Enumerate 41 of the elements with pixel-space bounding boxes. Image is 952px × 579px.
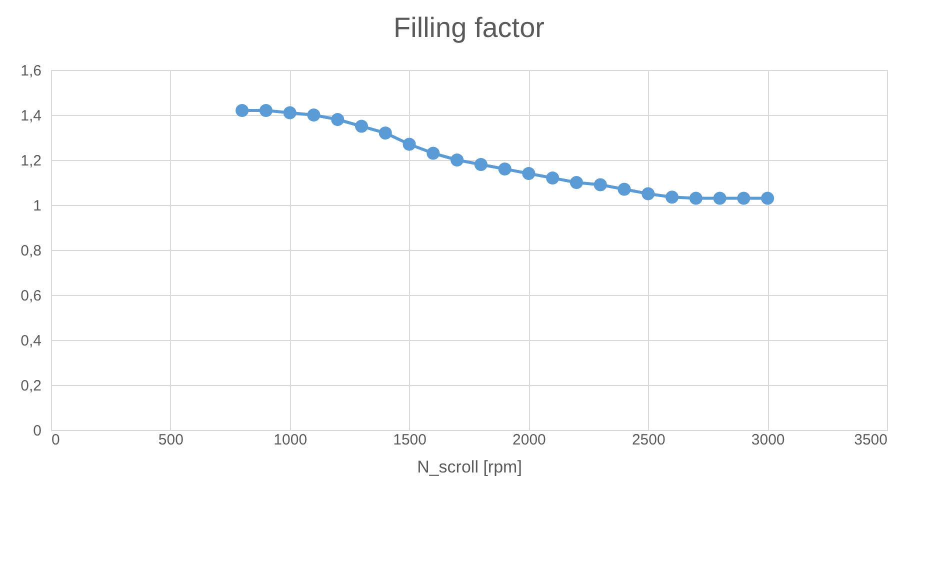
point	[474, 158, 488, 172]
x-tick-label: 500	[158, 432, 184, 448]
point	[498, 162, 512, 176]
point	[426, 146, 440, 160]
y-tick-label: 0,4	[20, 332, 42, 350]
x-tick-label: 3500	[854, 432, 888, 448]
point	[546, 171, 560, 185]
point	[450, 153, 464, 167]
point	[378, 126, 392, 140]
point	[283, 106, 296, 120]
point	[331, 112, 344, 126]
x-axis-title: N_scroll [rpm]	[417, 458, 522, 476]
x-tick-label: 0	[52, 432, 60, 448]
point	[570, 176, 584, 190]
point	[689, 192, 702, 205]
y-tick-label: 1,4	[20, 108, 42, 124]
x-tick-label: 2500	[632, 432, 666, 448]
x-tick-label: 1000	[274, 432, 308, 448]
point	[236, 104, 249, 118]
point	[737, 192, 750, 205]
point	[761, 192, 774, 205]
point	[666, 190, 679, 204]
x-tick-label: 1500	[393, 432, 426, 448]
point	[594, 178, 607, 192]
y-tick-label: 1,2	[20, 152, 42, 170]
chart-title: Filling factor	[394, 12, 544, 43]
point	[522, 166, 536, 180]
point	[259, 104, 272, 118]
point	[713, 192, 726, 205]
point	[402, 138, 416, 151]
point	[618, 182, 631, 196]
point	[642, 187, 655, 200]
point	[307, 108, 320, 122]
y-tick-label: 0,8	[20, 242, 42, 260]
point	[354, 120, 368, 133]
y-tick-label: 0,2	[20, 378, 42, 394]
y-tick-label: 0,6	[20, 288, 42, 304]
x-tick-label: 3000	[751, 432, 785, 448]
x-tick-label: 2000	[512, 432, 546, 448]
y-tick-label: 1,6	[20, 62, 42, 80]
y-tick-label: 1	[33, 198, 42, 214]
